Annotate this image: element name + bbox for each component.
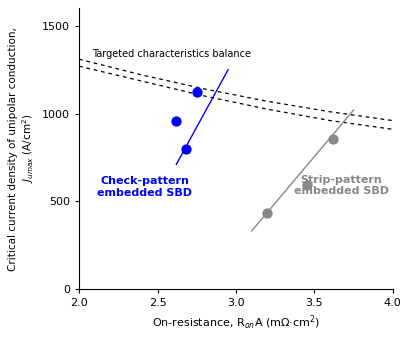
- Point: [173, 119, 179, 124]
- Y-axis label: Critical current density of unipolar conduction,
$J_{umax}$ (A/cm$^2$): Critical current density of unipolar con…: [8, 27, 36, 271]
- X-axis label: On-resistance, R$_{on}$A (mΩ·cm$^2$): On-resistance, R$_{on}$A (mΩ·cm$^2$): [151, 313, 319, 332]
- Text: Check-pattern
embedded SBD: Check-pattern embedded SBD: [97, 176, 192, 198]
- Point: [329, 136, 336, 142]
- Point: [303, 183, 309, 188]
- Text: Strip-pattern
embedded SBD: Strip-pattern embedded SBD: [293, 175, 388, 196]
- Point: [193, 90, 200, 95]
- Point: [182, 146, 189, 151]
- Text: Targeted characteristics balance: Targeted characteristics balance: [91, 49, 250, 59]
- Point: [263, 211, 270, 216]
